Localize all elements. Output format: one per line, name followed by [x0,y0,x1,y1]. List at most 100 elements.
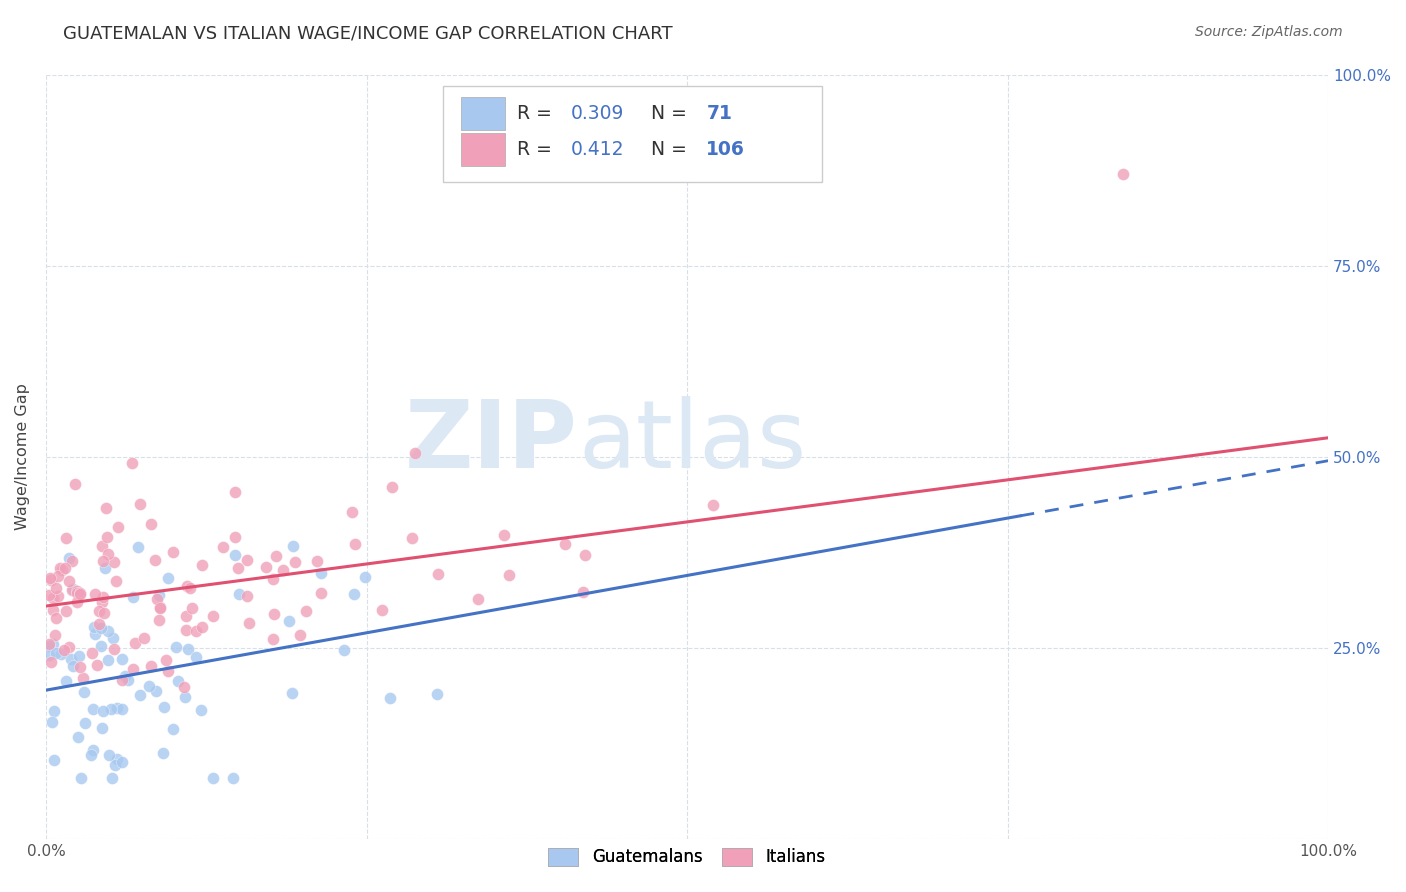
Point [49,560,72,574]
Point [143,553,166,567]
Point [69,585,91,599]
Point [55,673,77,688]
Point [89,604,111,618]
Point [73,716,96,731]
Point [111,652,134,666]
Point [236,553,259,567]
Point [66,586,89,600]
Y-axis label: Wage/Income Gap: Wage/Income Gap [15,384,30,531]
Point [45,581,67,595]
Point [226,560,249,574]
Point [67,730,90,744]
Point [307,554,329,568]
Point [401,531,423,545]
Point [82,701,104,715]
Point [105,574,128,588]
Point [155,653,177,667]
Point [66,595,89,609]
Point [41,715,63,730]
Point [103,555,125,569]
Point [45,646,67,660]
Point [51,563,73,577]
Point [62,659,84,673]
Point [281,539,304,553]
Point [404,445,426,459]
Point [59,652,82,666]
Point [114,669,136,683]
Point [138,679,160,693]
Point [96,500,118,515]
Point [122,590,145,604]
Point [492,528,515,542]
Point [90,621,112,635]
Point [42,591,65,605]
Point [111,702,134,716]
Point [73,684,96,698]
Point [134,631,156,645]
FancyBboxPatch shape [443,86,821,182]
Point [224,549,246,563]
Point [148,613,170,627]
Point [83,619,105,633]
Point [180,600,202,615]
Point [202,609,225,624]
Point [271,563,294,577]
Point [60,583,83,598]
Point [45,611,67,625]
Point [173,680,195,694]
Point [39,656,62,670]
Point [72,671,94,685]
Point [83,587,105,601]
Point [46,589,69,603]
Point [190,558,212,573]
Point [91,554,114,568]
Point [378,691,401,706]
Point [111,673,134,687]
Point [58,574,80,588]
Point [66,584,89,599]
Point [82,743,104,757]
Text: 71: 71 [706,104,733,123]
Point [572,585,595,599]
Point [184,650,207,665]
Point [263,607,285,621]
Text: GUATEMALAN VS ITALIAN WAGE/INCOME GAP CORRELATION CHART: GUATEMALAN VS ITALIAN WAGE/INCOME GAP CO… [63,25,673,43]
Point [145,683,167,698]
Point [96,530,118,544]
Text: N =: N = [651,104,693,123]
Text: ZIP: ZIP [405,396,578,488]
Point [173,690,195,704]
Point [278,614,301,628]
Point [340,505,363,519]
Point [139,516,162,531]
Point [69,587,91,601]
Point [62,582,84,596]
Point [156,664,179,678]
Point [139,658,162,673]
Point [69,659,91,673]
Point [63,476,86,491]
Point [371,603,394,617]
Point [55,531,77,545]
Point [90,595,112,609]
Point [52,643,75,657]
Point [97,652,120,666]
Text: 0.412: 0.412 [571,140,624,159]
Point [332,643,354,657]
Point [146,592,169,607]
Point [39,571,62,585]
Point [111,756,134,770]
Point [148,588,170,602]
Point [49,648,72,662]
Text: 0.309: 0.309 [571,104,624,123]
Point [221,771,243,785]
Point [162,722,184,736]
Point [105,752,128,766]
Point [42,753,65,767]
Point [281,686,304,700]
Point [38,588,60,602]
Text: 106: 106 [706,140,745,159]
Point [190,703,212,717]
Point [38,637,60,651]
Point [290,627,312,641]
